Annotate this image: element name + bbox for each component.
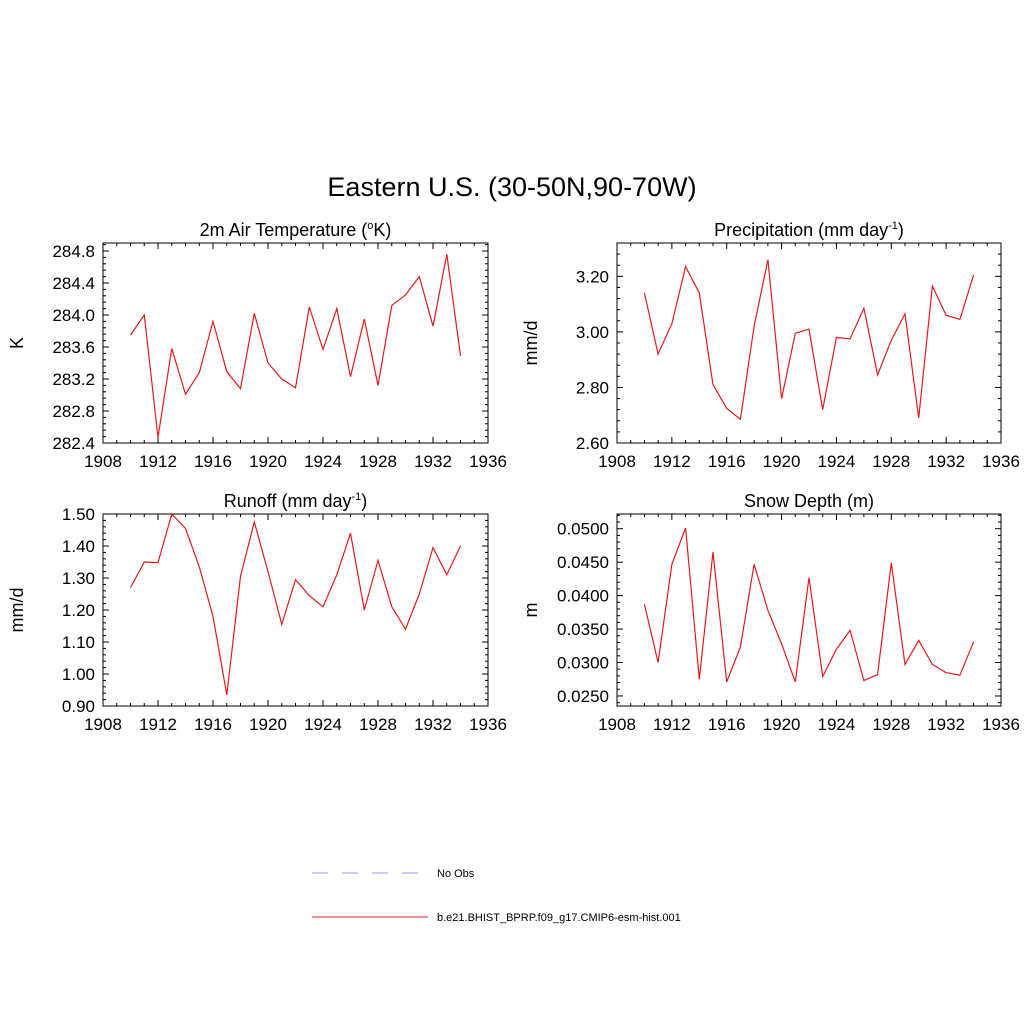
y-axis-label: m	[521, 603, 541, 618]
y-tick-label: 0.0500	[557, 520, 609, 539]
y-tick-label: 283.2	[52, 370, 95, 389]
x-tick-label: 1916	[708, 715, 746, 734]
chart-panel-4: 1908 1912 1916 1920 1924 1928 1932 1936 0.0250 0.…	[521, 491, 1020, 734]
panel-title-end: )	[361, 491, 367, 511]
y-tick-label: 2.80	[576, 378, 609, 397]
x-tick-label: 1924	[818, 715, 856, 734]
x-tick-label: 1920	[249, 715, 287, 734]
y-axis-label: mm/d	[7, 588, 27, 633]
panel-title-end: )	[898, 220, 904, 240]
x-tick-label: 1928	[872, 452, 910, 471]
chart-panel-3: 1908 1912 1916 1920 1924 1928 1932 1936 0.90 1.00…	[7, 491, 507, 734]
panel-title: Precipitation (mm day-1)	[714, 220, 904, 240]
y-tick-label: 1.20	[62, 601, 95, 620]
panel-title: Runoff (mm day-1)	[224, 491, 368, 511]
series-line-1	[129, 512, 462, 695]
panel-title-superscript: -1	[351, 491, 361, 503]
x-tick-label: 1912	[139, 715, 177, 734]
x-tick-label: 1916	[194, 452, 232, 471]
plot-frame	[102, 513, 489, 707]
x-tick-label: 1908	[84, 715, 122, 734]
y-tick-label: 1.40	[62, 537, 95, 556]
x-tick-label: 1928	[359, 715, 397, 734]
panel-title-text: Runoff (mm day	[224, 491, 352, 511]
plot-frame	[616, 513, 1002, 707]
x-tick-label: 1932	[927, 452, 965, 471]
plot-frame	[616, 242, 1002, 444]
panel-title-text: Precipitation (mm day	[714, 220, 888, 240]
y-tick-label: 283.6	[52, 338, 95, 357]
figure-title: Eastern U.S. (30-50N,90-70W)	[327, 172, 696, 202]
x-tick-label: 1920	[763, 715, 801, 734]
x-tick-label: 1924	[304, 715, 342, 734]
panel-title-superscript: o	[367, 220, 373, 232]
y-tick-label: 2.60	[576, 434, 609, 453]
plot-frame	[102, 242, 489, 444]
x-tick-label: 1936	[469, 452, 507, 471]
x-tick-label: 1936	[982, 452, 1020, 471]
y-tick-label: 0.0450	[557, 553, 609, 572]
x-tick-label: 1916	[708, 452, 746, 471]
chart-panels: 1908 1912 1916 1920 1924 1928 1932 1936 282.4 282…	[7, 220, 1020, 734]
y-tick-label: 282.8	[52, 402, 95, 421]
panel-title-text: 2m Air Temperature (	[200, 220, 368, 240]
y-tick-label: 0.0400	[557, 587, 609, 606]
y-axis-label: mm/d	[521, 321, 541, 366]
series-line-1	[643, 527, 975, 683]
y-tick-label: 1.00	[62, 665, 95, 684]
x-tick-label: 1924	[304, 452, 342, 471]
y-tick-label: 1.10	[62, 633, 95, 652]
series-line-1	[130, 254, 462, 438]
x-tick-label: 1912	[139, 452, 177, 471]
y-tick-label: 284.8	[52, 242, 95, 261]
x-tick-label: 1932	[414, 715, 452, 734]
y-tick-label: 0.0350	[557, 620, 609, 639]
x-tick-label: 1920	[249, 452, 287, 471]
x-tick-label: 1924	[818, 452, 856, 471]
y-tick-label: 3.00	[576, 323, 609, 342]
x-tick-label: 1932	[927, 715, 965, 734]
y-tick-label: 282.4	[52, 434, 95, 453]
chart-panel-2: 1908 1912 1916 1920 1924 1928 1932 1936 2.60 2.80…	[521, 220, 1020, 471]
panel-title-end: K)	[373, 220, 391, 240]
x-tick-label: 1928	[872, 715, 910, 734]
x-tick-label: 1932	[414, 452, 452, 471]
x-tick-label: 1908	[598, 715, 636, 734]
x-tick-label: 1928	[359, 452, 397, 471]
panel-title-text: Snow Depth (m)	[744, 491, 874, 511]
y-tick-label: 1.30	[62, 569, 95, 588]
series-line-1	[643, 259, 975, 421]
x-tick-label: 1912	[653, 452, 691, 471]
chart-panel-1: 1908 1912 1916 1920 1924 1928 1932 1936 282.4 282…	[7, 220, 507, 471]
y-tick-label: 0.0250	[557, 687, 609, 706]
x-tick-label: 1912	[653, 715, 691, 734]
legend-label-2: b.e21.BHIST_BPRP.f09_g17.CMIP6-esm-hist.…	[437, 912, 681, 924]
legend-label-1: No Obs	[437, 868, 475, 880]
panel-title-superscript: -1	[888, 220, 898, 232]
y-tick-label: 284.4	[52, 274, 95, 293]
y-tick-label: 1.50	[62, 505, 95, 524]
x-tick-label: 1908	[84, 452, 122, 471]
x-tick-label: 1916	[194, 715, 232, 734]
y-tick-label: 3.20	[576, 267, 609, 286]
x-tick-label: 1920	[763, 452, 801, 471]
x-tick-label: 1936	[982, 715, 1020, 734]
y-tick-label: 284.0	[52, 306, 95, 325]
y-tick-label: 0.90	[62, 697, 95, 716]
panel-title: 2m Air Temperature (oK)	[200, 220, 392, 240]
y-axis-label: K	[7, 337, 27, 349]
x-tick-label: 1908	[598, 452, 636, 471]
x-tick-label: 1936	[469, 715, 507, 734]
y-tick-label: 0.0300	[557, 654, 609, 673]
legend: No Obs b.e21.BHIST_BPRP.f09_g17.CMIP6-esm…	[312, 868, 681, 924]
panel-title: Snow Depth (m)	[744, 491, 874, 511]
